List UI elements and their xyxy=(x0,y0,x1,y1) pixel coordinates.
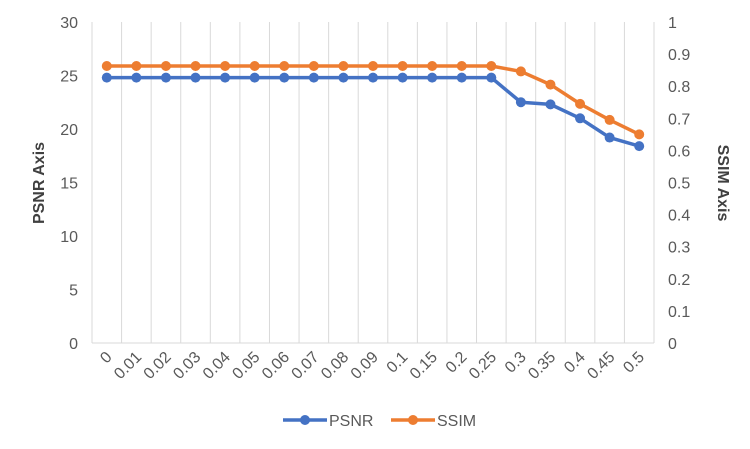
data-point xyxy=(190,60,201,71)
left-tick-label: 15 xyxy=(60,176,78,193)
left-tick-label: 25 xyxy=(60,69,78,86)
data-point xyxy=(249,72,260,83)
x-tick-label: 0.05 xyxy=(229,349,263,383)
legend: PSNR SSIM xyxy=(283,413,476,430)
data-point xyxy=(634,141,645,152)
x-tick-label: 0.15 xyxy=(407,349,441,383)
data-point xyxy=(368,60,378,71)
legend-swatch-marker xyxy=(300,415,310,425)
data-point xyxy=(604,114,615,125)
right-tick-label: 1 xyxy=(668,15,677,32)
data-point xyxy=(249,60,260,71)
data-point xyxy=(308,72,319,83)
x-tick-label: 0.08 xyxy=(318,349,352,383)
left-tick-label: 30 xyxy=(60,15,78,32)
right-tick-label: 0.2 xyxy=(668,272,690,289)
data-point xyxy=(101,72,112,83)
x-tick-label: 0.5 xyxy=(620,349,648,377)
data-point xyxy=(634,129,645,140)
data-point xyxy=(279,60,290,71)
right-tick-label: 0.1 xyxy=(668,304,690,321)
legend-label: SSIM xyxy=(437,413,476,430)
data-point xyxy=(308,60,319,71)
right-tick-label: 0.3 xyxy=(668,240,690,257)
x-tick-label: 0.01 xyxy=(111,349,145,383)
x-tick-label: 0.35 xyxy=(525,349,559,383)
left-tick-label: 10 xyxy=(60,229,78,246)
data-point xyxy=(368,72,378,83)
right-axis-ticks: 0 0.1 0.2 0.3 0.4 0.5 0.6 0.7 0.8 0.9 1 xyxy=(668,15,690,353)
left-tick-label: 5 xyxy=(69,283,78,300)
x-tick-label: 0.09 xyxy=(348,349,382,383)
left-tick-label: 20 xyxy=(60,122,78,139)
data-point xyxy=(279,72,290,83)
data-point xyxy=(131,60,142,71)
data-point xyxy=(190,72,201,83)
right-tick-label: 0.9 xyxy=(668,47,690,64)
data-point xyxy=(427,60,438,71)
x-tick-label: 0.03 xyxy=(170,349,204,383)
data-point xyxy=(397,72,408,83)
series-layer xyxy=(101,60,645,152)
data-point xyxy=(338,60,349,71)
legend-item-ssim: SSIM xyxy=(391,413,476,430)
data-point xyxy=(397,60,408,71)
data-point xyxy=(101,60,112,71)
data-point xyxy=(456,72,467,83)
x-tick-label: 0.07 xyxy=(289,349,323,383)
legend-label: PSNR xyxy=(329,413,373,430)
legend-swatch-marker xyxy=(408,415,418,425)
data-point xyxy=(486,72,497,83)
right-tick-label: 0 xyxy=(668,336,677,353)
x-tick-label: 0.04 xyxy=(200,349,234,383)
right-tick-label: 0.5 xyxy=(668,176,690,193)
data-point xyxy=(338,72,349,83)
left-axis-title: PSNR Axis xyxy=(31,142,48,224)
series-line xyxy=(106,75,640,148)
left-tick-label: 0 xyxy=(69,336,78,353)
series-psnr xyxy=(101,72,645,152)
data-point xyxy=(515,97,526,108)
data-point xyxy=(515,66,526,77)
right-tick-label: 0.8 xyxy=(668,79,690,96)
x-axis-ticks: 00.010.020.030.040.050.060.070.080.09 0.1… xyxy=(97,349,648,383)
right-axis-title: SSIM Axis xyxy=(714,145,731,222)
data-point xyxy=(545,99,556,110)
x-tick-label: 0.06 xyxy=(259,349,293,383)
x-tick-label: 0.02 xyxy=(141,349,175,383)
data-point xyxy=(545,79,556,90)
right-tick-label: 0.4 xyxy=(668,208,690,225)
right-tick-label: 0.7 xyxy=(668,111,690,128)
data-point xyxy=(427,72,438,83)
x-tick-label: 0.25 xyxy=(466,349,500,383)
left-axis-ticks: 0 5 10 15 20 25 30 xyxy=(60,15,78,353)
data-point xyxy=(220,72,231,83)
data-point xyxy=(604,132,615,143)
data-point xyxy=(575,113,586,124)
gridlines xyxy=(91,22,655,343)
data-point xyxy=(575,98,586,109)
data-point xyxy=(160,72,171,83)
series-ssim xyxy=(101,60,645,140)
data-point xyxy=(456,60,467,71)
data-point xyxy=(160,60,171,71)
x-tick-label: 0 xyxy=(97,349,115,367)
data-point xyxy=(220,60,231,71)
data-point xyxy=(486,60,497,71)
data-point xyxy=(131,72,142,83)
legend-item-psnr: PSNR xyxy=(283,413,373,430)
x-tick-label: 0.45 xyxy=(584,349,618,383)
right-tick-label: 0.6 xyxy=(668,143,690,160)
